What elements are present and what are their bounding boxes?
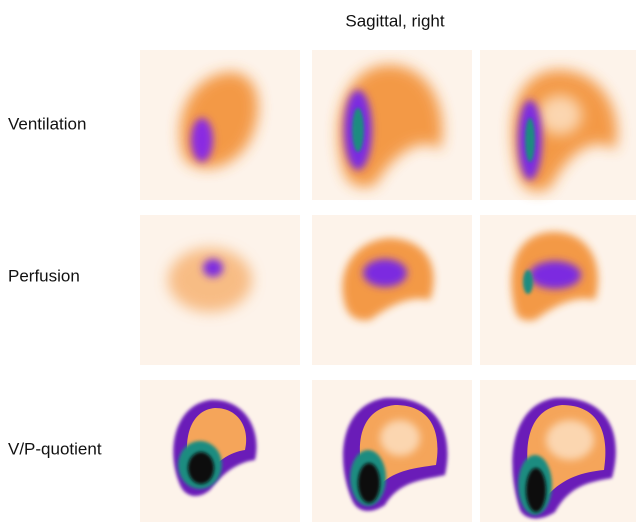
quotient-peak: [358, 463, 380, 503]
row-label: Perfusion: [8, 266, 80, 285]
uptake-core: [529, 261, 581, 289]
low-uptake: [538, 95, 582, 135]
perfusion-images: [168, 231, 598, 321]
uptake-core: [363, 259, 407, 287]
quotient-peak: [526, 468, 546, 512]
title: Sagittal, right: [345, 11, 444, 30]
uptake-core: [203, 259, 223, 277]
vp-quotient-images: [173, 397, 616, 519]
quotient-peak: [188, 452, 214, 484]
ventilation-images: [180, 64, 618, 192]
uptake-peak: [523, 270, 533, 294]
uptake-core: [191, 118, 213, 162]
uptake-peak: [352, 108, 364, 152]
uptake-blob: [168, 248, 252, 312]
uptake-peak: [525, 118, 535, 162]
row-label: Ventilation: [8, 114, 86, 133]
row-label: V/P-quotient: [8, 439, 102, 458]
low-quotient: [380, 420, 420, 456]
low-quotient: [546, 420, 594, 460]
